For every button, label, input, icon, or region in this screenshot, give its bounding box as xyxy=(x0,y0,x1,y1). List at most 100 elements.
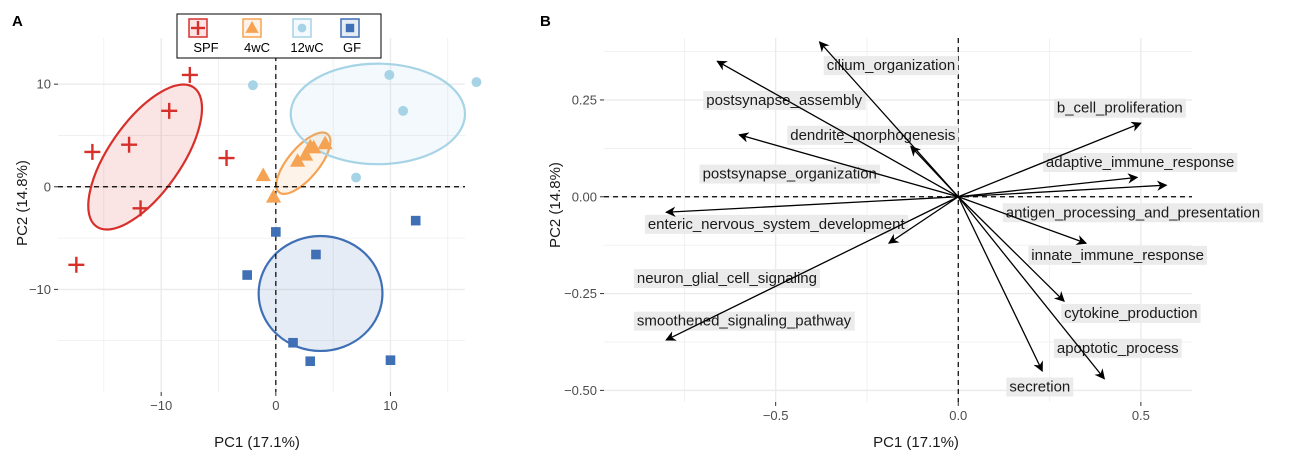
point-4wc xyxy=(265,189,282,203)
panel-a-zero-lines xyxy=(58,38,465,392)
vector-label-smoothened-signaling-pathway: smoothened_signaling_pathway xyxy=(633,311,855,331)
label-background xyxy=(823,56,959,76)
vector-label-enteric-nervous-system-development: enteric_nervous_system_development xyxy=(644,214,909,234)
point-4wc xyxy=(255,167,271,182)
vector-dendrite-morphogenesis xyxy=(738,132,959,198)
vector-label-apoptotic-process: apoptotic_process xyxy=(1053,338,1182,358)
vector-secretion xyxy=(957,196,1043,372)
vector-b-cell-proliferation xyxy=(958,121,1142,198)
ellipse-12wc xyxy=(289,62,467,166)
label-background xyxy=(1061,303,1201,323)
y-tick-label: −0.50 xyxy=(564,383,597,398)
label-text: smoothened_signaling_pathway xyxy=(637,313,852,330)
ellipse-gf xyxy=(257,234,384,353)
label-background xyxy=(1028,245,1207,265)
panel-a-ellipses xyxy=(87,62,467,353)
label-background xyxy=(1042,152,1238,172)
legend-label: 12wC xyxy=(290,40,323,55)
panel-a-y-title: PC2 (14.8%) xyxy=(14,160,31,246)
point-gf xyxy=(288,337,298,348)
label-background xyxy=(1053,98,1186,118)
vector-label-cilium-organization: cilium_organization xyxy=(823,56,959,76)
x-tick-label: 0.5 xyxy=(1132,408,1150,423)
vector-postsynapse-assembly xyxy=(716,60,959,198)
panel-b-vector-labels: cilium_organization postsynapse_assemblyd… xyxy=(633,56,1264,397)
label-text: postsynapse_assembly xyxy=(706,92,862,109)
label-background xyxy=(787,125,959,145)
label-background xyxy=(1002,203,1264,223)
vector-cilium-organization xyxy=(818,41,959,198)
label-text: secretion xyxy=(1009,379,1070,396)
label-text: cilium_organization xyxy=(827,57,955,74)
point-12wc xyxy=(351,172,362,183)
point-12wc xyxy=(384,69,395,80)
y-tick-label: 0 xyxy=(44,179,51,194)
vector-label-neuron-glial-cell-signaling: neuron_glial_cell_signaling xyxy=(633,269,821,289)
y-tick-label: −0.25 xyxy=(564,286,597,301)
vector-label-cytokine-production: cytokine_production xyxy=(1061,303,1201,323)
legend-label: GF xyxy=(343,40,361,55)
legend-item-12wc: 12wC xyxy=(290,18,324,55)
label-background xyxy=(633,269,821,289)
point-gf xyxy=(271,227,281,237)
panel-a-x-ticks: −10 0 10 xyxy=(150,392,398,413)
y-tick-label: −10 xyxy=(29,282,51,297)
panel-b-y-ticks: −0.50 −0.25 0.00 0.25 xyxy=(564,92,604,398)
panel-b-x-title: PC1 (17.1%) xyxy=(873,434,959,451)
vector-label-dendrite-morphogenesis: dendrite_morphogenesis xyxy=(787,125,959,145)
panel-b-x-ticks: −0.5 0.0 0.5 xyxy=(763,402,1150,423)
vector-label-secretion: secretion xyxy=(1006,377,1074,397)
point-gf xyxy=(242,270,252,280)
panel-a-tag: A xyxy=(12,13,23,30)
label-background xyxy=(699,164,880,184)
legend-marker xyxy=(297,23,307,33)
vector-postsynapse-organization xyxy=(910,145,959,198)
label-background xyxy=(633,311,855,331)
point-12wc xyxy=(247,80,258,91)
point-12wc xyxy=(398,105,409,116)
vector-label-postsynapse-organization: postsynapse_organization xyxy=(699,164,880,184)
point-gf xyxy=(305,356,316,367)
y-tick-label: 10 xyxy=(37,77,51,92)
label-background xyxy=(703,90,866,110)
vector-enteric-nervous-system-development xyxy=(665,196,959,217)
panel-b-zero-lines xyxy=(604,38,1192,402)
point-gf xyxy=(385,355,396,365)
vector-label-innate-immune-response: innate_immune_response xyxy=(1028,245,1207,265)
x-tick-label: 10 xyxy=(383,398,397,413)
panel-b: B cilium_organization postsynapse_assembl… xyxy=(540,13,1264,451)
label-background xyxy=(644,214,909,234)
vector-apoptotic-process xyxy=(957,196,1105,380)
vector-innate-immune-response xyxy=(958,196,1088,245)
point-spf xyxy=(181,66,198,83)
vector-label-antigen-processing-and-presentation: antigen_processing_and_presentation xyxy=(1002,203,1264,223)
point-12wc xyxy=(471,77,482,88)
point-4wc xyxy=(290,153,306,167)
vector-antigen-processing-and-presentation xyxy=(958,180,1168,198)
vector-label-b-cell-proliferation: b_cell_proliferation xyxy=(1053,98,1186,118)
panel-a-points xyxy=(68,66,482,367)
label-text: postsynapse_organization xyxy=(703,166,877,183)
label-text: b_cell_proliferation xyxy=(1057,100,1183,117)
legend-marker xyxy=(191,21,205,35)
panel-a-x-title: PC1 (17.1%) xyxy=(214,434,300,451)
point-4wc xyxy=(317,135,333,150)
point-4wc xyxy=(298,146,314,161)
panel-a-y-ticks: −10 0 10 xyxy=(29,77,58,297)
point-spf xyxy=(218,150,235,167)
point-spf xyxy=(68,256,85,273)
panel-b-y-title: PC2 (14.8%) xyxy=(547,162,564,248)
y-tick-label: 0.25 xyxy=(572,92,597,107)
label-text: antigen_processing_and_presentation xyxy=(1006,204,1260,221)
vector-cytokine-production xyxy=(957,196,1065,303)
legend-marker xyxy=(345,23,355,33)
label-text: enteric_nervous_system_development xyxy=(648,216,906,233)
legend-label: SPF xyxy=(193,40,218,55)
ellipse-spf xyxy=(87,83,204,231)
point-4wc xyxy=(306,139,322,154)
vector-label-postsynapse-assembly: postsynapse_assembly xyxy=(703,90,866,110)
label-text: innate_immune_response xyxy=(1031,247,1204,264)
vector-neuron-glial-cell-signaling xyxy=(888,196,959,244)
point-spf xyxy=(84,143,101,160)
